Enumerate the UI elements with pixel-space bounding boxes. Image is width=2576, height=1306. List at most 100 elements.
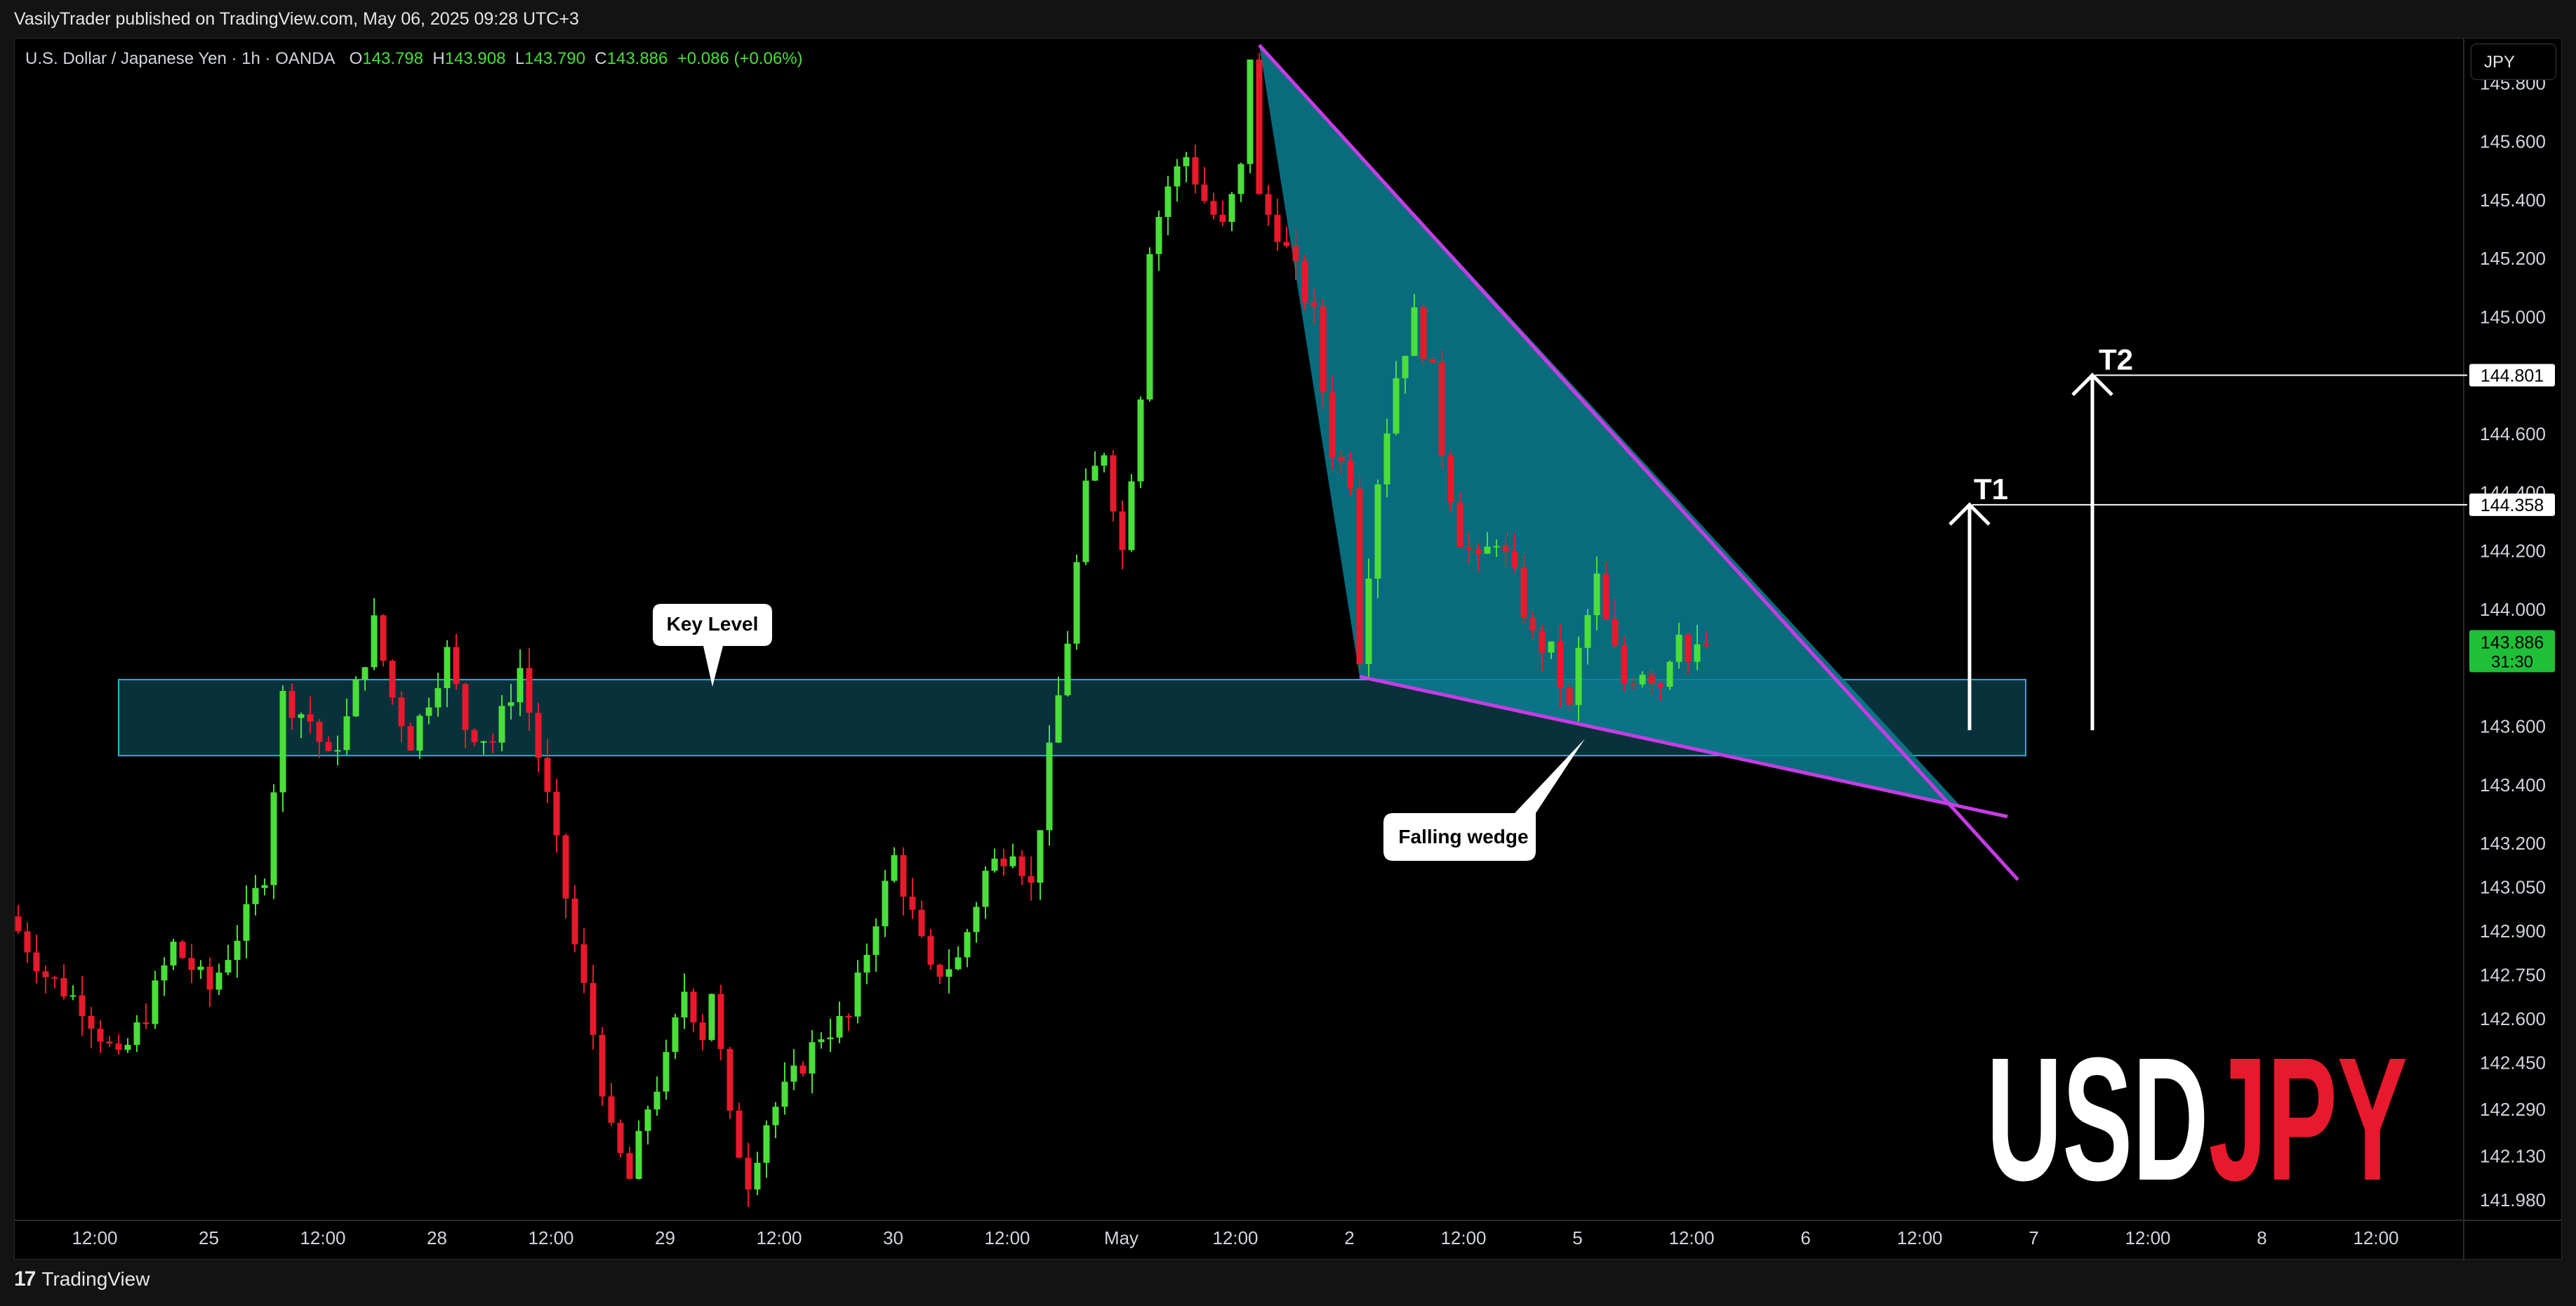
candle-body [900,855,907,897]
open-value: 143.798 [362,49,424,68]
candle-body [1183,157,1190,166]
candle [60,964,67,1000]
candle [1548,641,1555,659]
candle [863,943,870,984]
candle-body [1265,194,1272,215]
price-tick-label: 142.900 [2480,921,2546,942]
currency-button[interactable]: JPY [2471,44,2556,80]
candle [434,673,441,717]
candle-body [115,1043,122,1050]
candle [672,1013,679,1060]
candle-body [1703,644,1710,646]
candle [699,1014,706,1051]
candle-body [215,972,223,990]
candle [1529,611,1536,639]
candle-body [1694,644,1701,662]
symbol-title[interactable]: U.S. Dollar / Japanese Yen · 1h · OANDA [25,49,336,68]
candle [955,946,962,970]
candle [1365,558,1372,677]
candle-body [1347,461,1354,489]
candle [1237,162,1244,202]
candle-body [69,995,77,997]
candle [1648,668,1655,694]
candle [1383,418,1390,498]
tradingview-brand: TradingView [41,1268,150,1290]
candle [809,1030,816,1094]
candle-body [234,940,241,961]
candle-body [1155,216,1162,254]
wedge-upper-line [1258,44,2019,881]
candle-body [1219,214,1226,223]
candle-body [1082,480,1089,562]
candle-body [653,1091,660,1110]
candle-body [809,1042,816,1074]
candle [1338,450,1345,474]
time-tick-label: 6 [1800,1227,1810,1248]
candle-body [1511,551,1518,568]
low-value: 143.790 [524,49,585,68]
candle-body [1128,481,1135,550]
candle [1630,675,1637,690]
candle [498,695,505,751]
bottom-bar [0,1261,2576,1306]
candle-body [1529,618,1536,631]
candle-body [927,936,934,965]
chart-pane[interactable] [14,38,2562,1260]
candle [973,902,980,943]
candle [526,648,533,732]
price-tick-label: 142.600 [2480,1008,2546,1029]
candle-body [1237,164,1244,194]
candle [352,676,359,718]
candle-body [398,697,405,727]
last-price-countdown: 31:30 [2491,652,2533,671]
candle [489,733,496,754]
key-level-label: Key Level [667,613,759,635]
candle-body [97,1029,104,1042]
candle [270,784,277,899]
candle [936,963,943,984]
candle-body [535,713,542,758]
price-tick-label: 143.200 [2480,833,2546,854]
candle [142,1003,150,1029]
candle-body [1119,511,1126,550]
candle [389,659,396,705]
candle [152,970,159,1029]
last-price-label: 143.886 [2481,633,2544,652]
candle [1584,609,1591,665]
candle-body [42,971,49,977]
candle [663,1039,670,1100]
candle [535,702,542,772]
candle-body [1164,186,1171,217]
candle [197,960,204,980]
candle-body [836,1016,843,1038]
candle [1301,254,1308,310]
candle-body [1593,573,1600,616]
candle [571,885,578,953]
candle-body [1283,242,1290,246]
time-tick-label: 25 [199,1227,219,1248]
candle-body [188,958,195,970]
change-value: +0.086 (+0.06%) [677,49,803,68]
candle-body [1420,307,1427,360]
candle [1639,671,1646,688]
candle-body [736,1110,743,1158]
candle [1064,631,1071,697]
candle [1155,210,1162,271]
candle [517,649,524,716]
tradingview-logo[interactable]: 17 TradingView [14,1267,150,1291]
candle-body [1037,830,1044,883]
candle [599,1027,606,1107]
candle-body [288,690,296,718]
candle [644,1105,651,1145]
price-tick-label: 144.000 [2480,599,2546,620]
candle [1192,144,1199,194]
candle [444,640,451,708]
price-tick-label: 145.400 [2480,190,2546,211]
candle-body [307,714,314,722]
candle-body [571,898,578,944]
candle-body [1383,433,1390,484]
candle-body [690,991,697,1023]
candle [1411,293,1418,357]
time-tick-label: May [1104,1227,1138,1248]
